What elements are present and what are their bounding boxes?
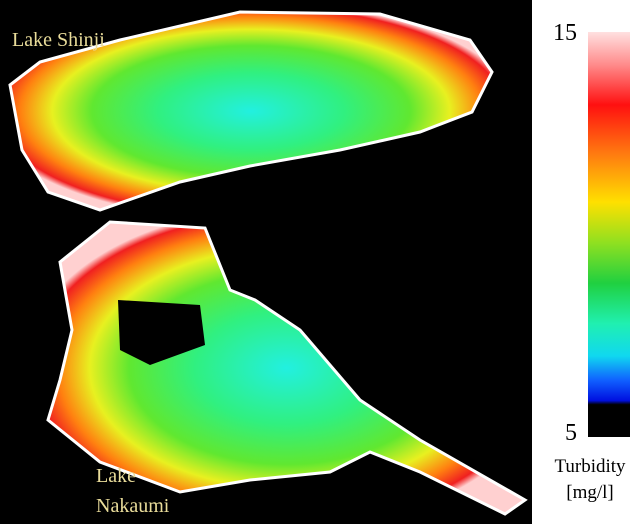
lake-shinji (8, 10, 494, 212)
colorbar (588, 32, 630, 437)
colorbar-min: 5 (565, 420, 577, 446)
colorbar-title: Turbidity (554, 456, 626, 477)
colorbar-unit: [mg/l] (566, 482, 614, 503)
colorbar-max: 15 (553, 20, 577, 46)
island (118, 300, 205, 365)
label-nakaumi: Lake (96, 465, 136, 487)
label-shinji: Lake Shinji (12, 29, 105, 51)
lake-nakaumi (46, 220, 528, 516)
label-nakaumi: Nakaumi (96, 495, 170, 517)
